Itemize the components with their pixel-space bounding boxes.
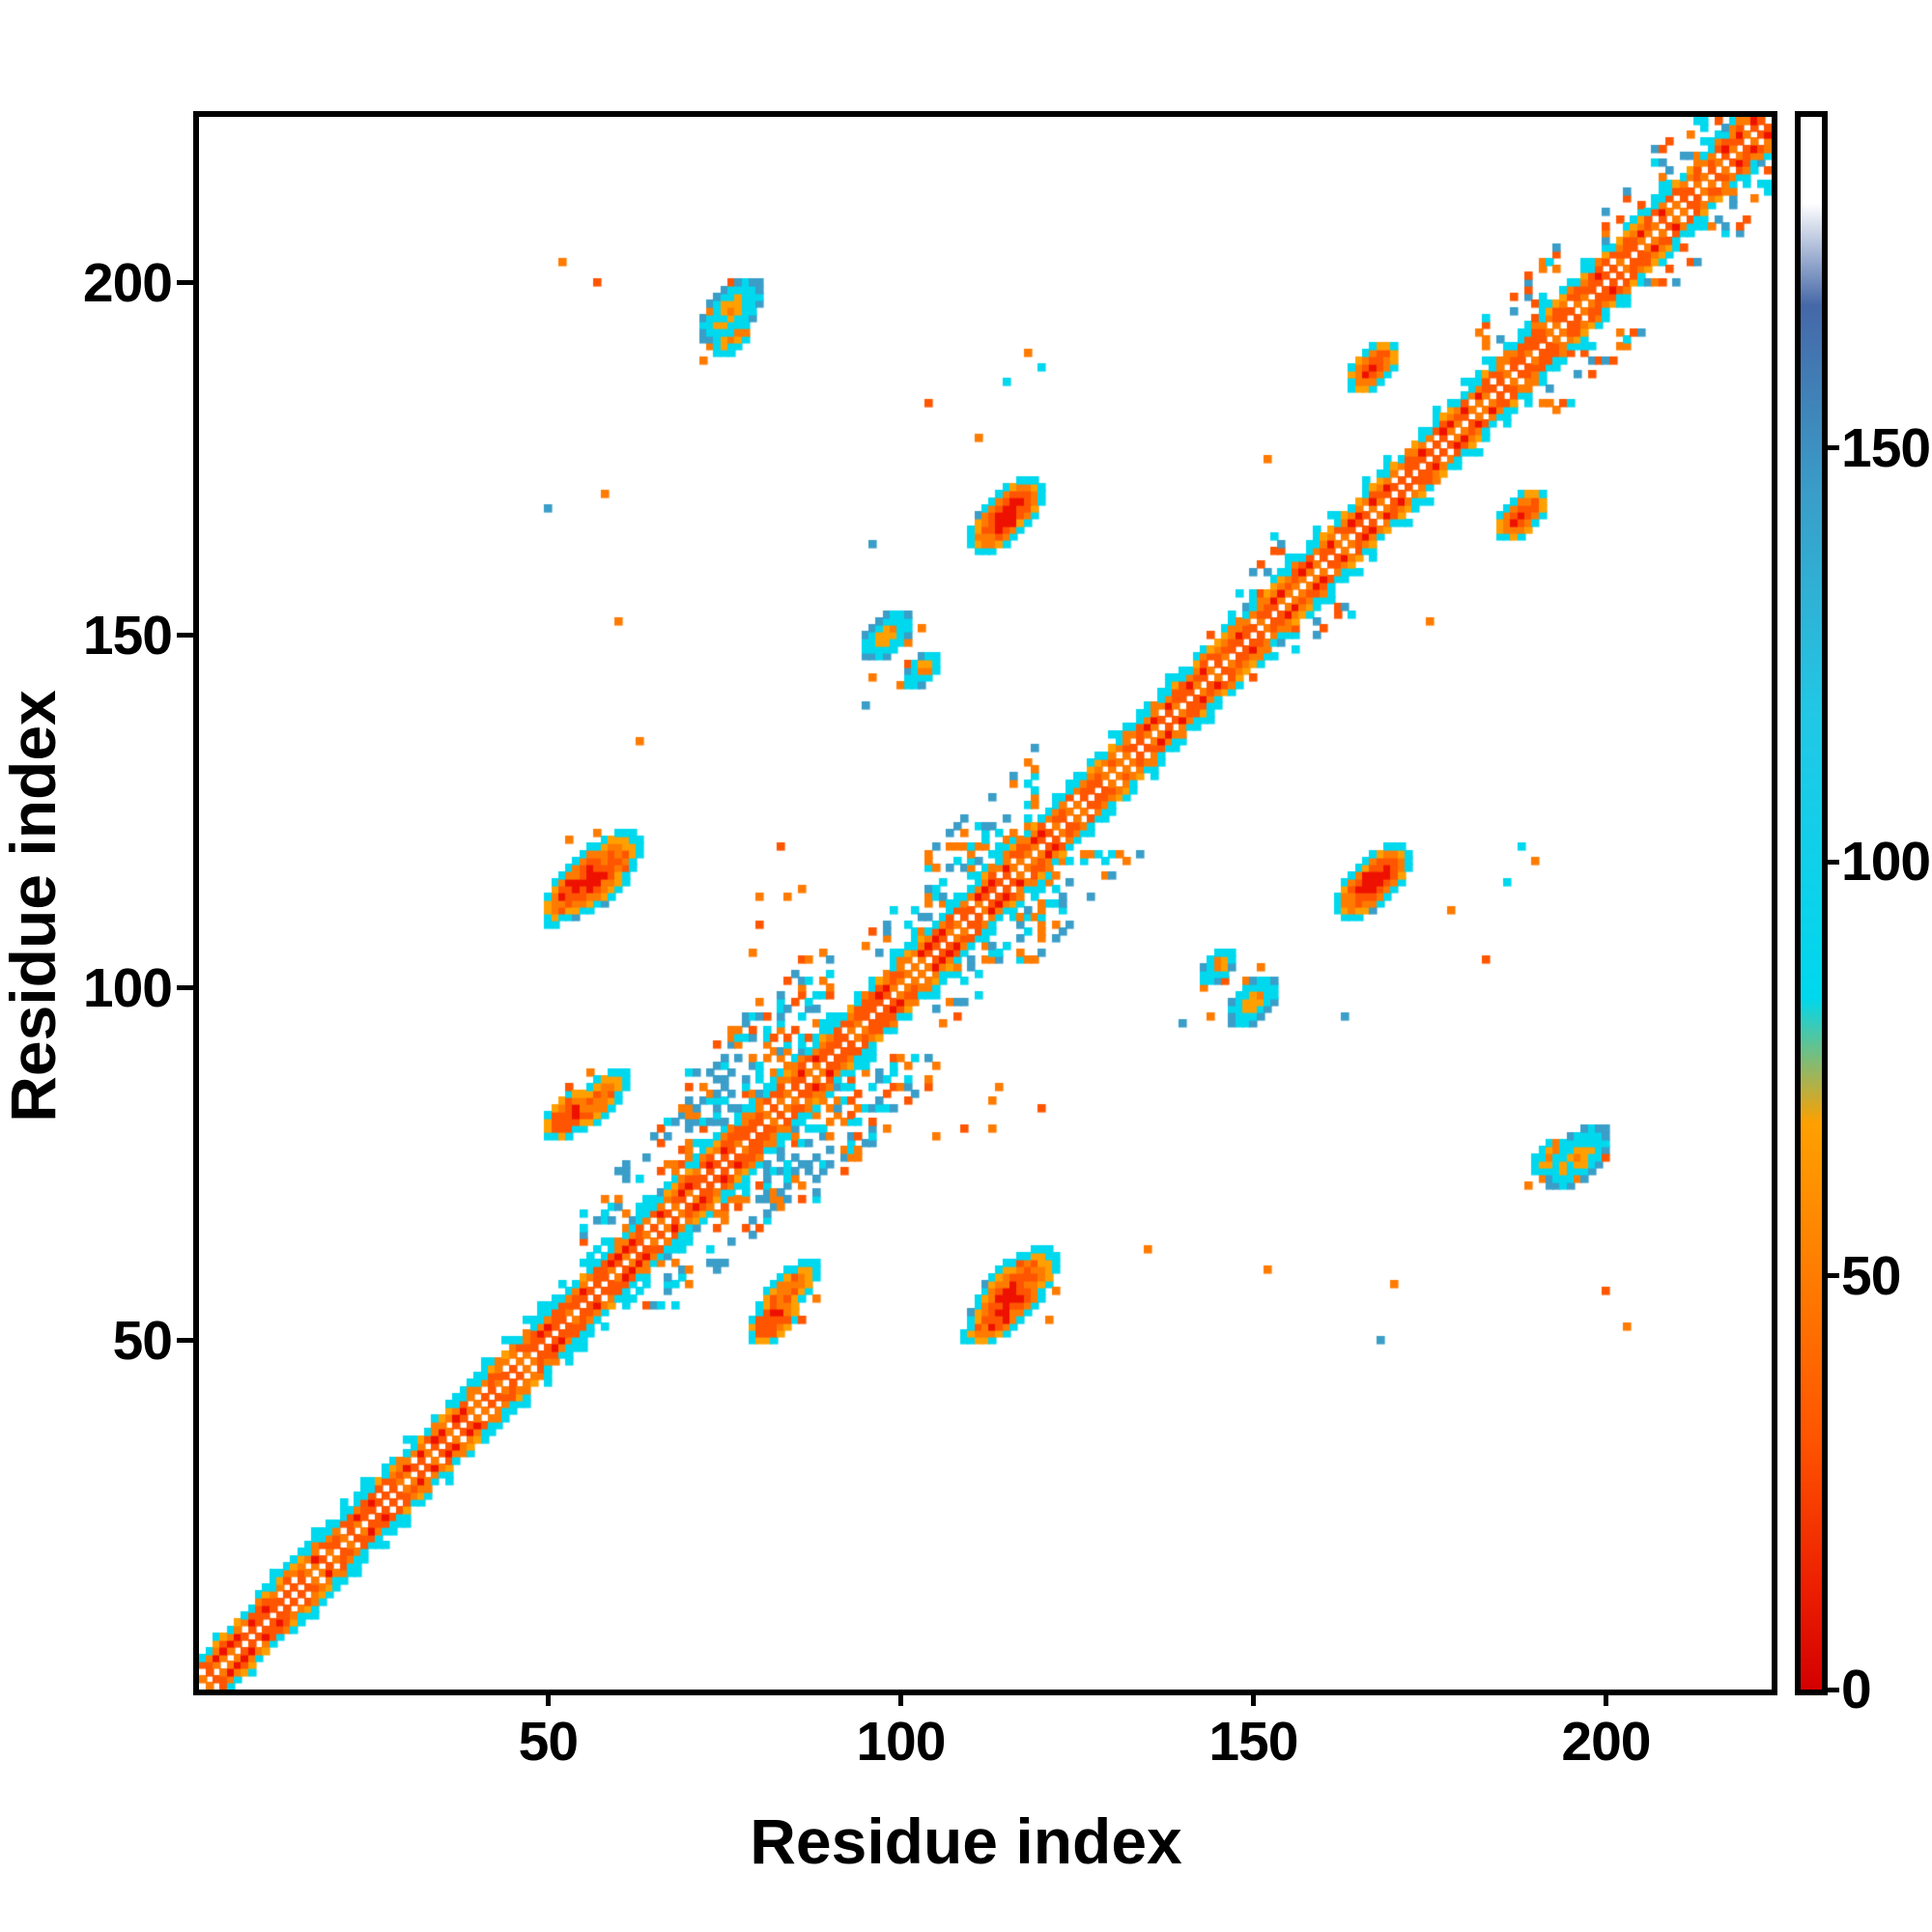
y-tick-label: 150 xyxy=(82,604,173,667)
y-tick-mark xyxy=(177,633,193,639)
x-tick-label: 100 xyxy=(856,1711,946,1773)
y-tick-label: 50 xyxy=(112,1309,173,1372)
contact-matrix-heatmap xyxy=(199,117,1772,1690)
colorbar-tick-mark xyxy=(1828,1687,1839,1692)
x-tick-label: 150 xyxy=(1208,1711,1298,1773)
colorbar xyxy=(1795,111,1828,1695)
colorbar-tick-mark xyxy=(1828,1273,1839,1279)
x-tick-mark xyxy=(1603,1690,1608,1706)
y-axis-title: Residue index xyxy=(0,690,69,1122)
y-tick-label: 200 xyxy=(82,251,173,314)
colorbar-tick-label: 50 xyxy=(1841,1244,1901,1307)
plot-area xyxy=(193,111,1777,1695)
x-axis-title: Residue index xyxy=(750,1805,1182,1877)
x-tick-mark xyxy=(545,1690,551,1706)
x-tick-mark xyxy=(1250,1690,1256,1706)
x-tick-label: 50 xyxy=(518,1711,579,1773)
y-tick-label: 100 xyxy=(82,956,173,1019)
x-tick-label: 200 xyxy=(1561,1711,1651,1773)
y-tick-mark xyxy=(177,280,193,286)
x-tick-mark xyxy=(897,1690,903,1706)
colorbar-tick-label: 0 xyxy=(1841,1659,1872,1720)
y-tick-mark xyxy=(177,985,193,991)
y-axis-title-wrapper: Residue index xyxy=(0,520,70,1293)
y-tick-mark xyxy=(177,1338,193,1344)
colorbar-tick-label: 100 xyxy=(1841,831,1931,894)
colorbar-gradient xyxy=(1801,117,1822,1690)
colorbar-tick-mark xyxy=(1828,445,1839,451)
colorbar-tick-label: 150 xyxy=(1841,416,1931,479)
colorbar-tick-mark xyxy=(1828,859,1839,865)
